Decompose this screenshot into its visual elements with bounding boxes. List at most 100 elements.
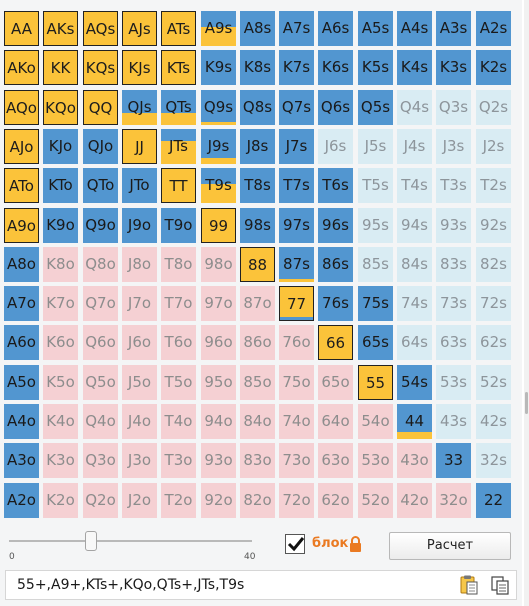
hand-cell-A4s[interactable]: A4s xyxy=(397,11,432,46)
hand-cell-A3o[interactable]: A3o xyxy=(4,443,39,478)
hand-cell-K2s[interactable]: K2s xyxy=(476,50,511,85)
hand-cell-Q5s[interactable]: Q5s xyxy=(358,90,393,125)
hand-cell-43o[interactable]: 43o xyxy=(397,443,432,478)
hand-cell-K6o[interactable]: K6o xyxy=(43,325,78,360)
hand-cell-ATs[interactable]: ATs xyxy=(161,11,196,46)
hand-cell-84s[interactable]: 84s xyxy=(397,247,432,282)
hand-cell-22[interactable]: 22 xyxy=(476,483,511,518)
hand-cell-A9s[interactable]: A9s xyxy=(201,11,236,46)
hand-cell-T3s[interactable]: T3s xyxy=(436,168,471,203)
hand-cell-88[interactable]: 88 xyxy=(240,247,275,282)
hand-cell-52s[interactable]: 52s xyxy=(476,365,511,400)
hand-cell-54s[interactable]: 54s xyxy=(397,365,432,400)
hand-cell-84o[interactable]: 84o xyxy=(240,404,275,439)
hand-cell-K4s[interactable]: K4s xyxy=(397,50,432,85)
hand-cell-Q9s[interactable]: Q9s xyxy=(201,90,236,125)
hand-cell-75s[interactable]: 75s xyxy=(358,286,393,321)
hand-cell-J9o[interactable]: J9o xyxy=(122,208,157,243)
hand-cell-55[interactable]: 55 xyxy=(358,365,393,400)
hand-cell-93o[interactable]: 93o xyxy=(201,443,236,478)
hand-cell-QTs[interactable]: QTs xyxy=(161,90,196,125)
hand-cell-J3s[interactable]: J3s xyxy=(436,129,471,164)
range-text[interactable]: 55+,A9+,KTs+,KQo,QTs+,JTs,T9s xyxy=(17,577,245,593)
hand-cell-92s[interactable]: 92s xyxy=(476,208,511,243)
hand-cell-KJs[interactable]: KJs xyxy=(122,50,157,85)
hand-cell-97o[interactable]: 97o xyxy=(201,286,236,321)
hand-cell-85s[interactable]: 85s xyxy=(358,247,393,282)
hand-cell-A5s[interactable]: A5s xyxy=(358,11,393,46)
hand-cell-Q2o[interactable]: Q2o xyxy=(83,483,118,518)
hand-cell-AQs[interactable]: AQs xyxy=(83,11,118,46)
hand-cell-86s[interactable]: 86s xyxy=(318,247,353,282)
hand-cell-KQs[interactable]: KQs xyxy=(83,50,118,85)
hand-cell-T3o[interactable]: T3o xyxy=(161,443,196,478)
hand-cell-94o[interactable]: 94o xyxy=(201,404,236,439)
hand-cell-T2o[interactable]: T2o xyxy=(161,483,196,518)
hand-cell-A7o[interactable]: A7o xyxy=(4,286,39,321)
hand-cell-K3s[interactable]: K3s xyxy=(436,50,471,85)
hand-cell-73s[interactable]: 73s xyxy=(436,286,471,321)
hand-cell-64o[interactable]: 64o xyxy=(318,404,353,439)
hand-cell-AKs[interactable]: AKs xyxy=(43,11,78,46)
hand-cell-83o[interactable]: 83o xyxy=(240,443,275,478)
hand-cell-96s[interactable]: 96s xyxy=(318,208,353,243)
hand-cell-74o[interactable]: 74o xyxy=(279,404,314,439)
hand-cell-J2s[interactable]: J2s xyxy=(476,129,511,164)
hand-cell-J7s[interactable]: J7s xyxy=(279,129,314,164)
hand-cell-A5o[interactable]: A5o xyxy=(4,365,39,400)
hand-cell-63s[interactable]: 63s xyxy=(436,325,471,360)
hand-cell-76s[interactable]: 76s xyxy=(318,286,353,321)
hand-cell-A9o[interactable]: A9o xyxy=(4,208,39,243)
range-input[interactable]: 55+,A9+,KTs+,KQo,QTs+,JTs,T9s xyxy=(5,570,517,600)
hand-cell-QQ[interactable]: QQ xyxy=(83,90,118,125)
hand-cell-Q6o[interactable]: Q6o xyxy=(83,325,118,360)
hand-cell-62o[interactable]: 62o xyxy=(318,483,353,518)
hand-cell-JTo[interactable]: JTo xyxy=(122,168,157,203)
hand-cell-JTs[interactable]: JTs xyxy=(161,129,196,164)
hand-cell-KTo[interactable]: KTo xyxy=(43,168,78,203)
hand-cell-Q7s[interactable]: Q7s xyxy=(279,90,314,125)
hand-cell-T4s[interactable]: T4s xyxy=(397,168,432,203)
hand-cell-98o[interactable]: 98o xyxy=(201,247,236,282)
paste-icon[interactable] xyxy=(458,574,480,596)
hand-cell-77[interactable]: 77 xyxy=(279,286,314,321)
hand-cell-T9o[interactable]: T9o xyxy=(161,208,196,243)
hand-cell-A7s[interactable]: A7s xyxy=(279,11,314,46)
hand-cell-J5o[interactable]: J5o xyxy=(122,365,157,400)
hand-cell-J4s[interactable]: J4s xyxy=(397,129,432,164)
hand-cell-76o[interactable]: 76o xyxy=(279,325,314,360)
hand-cell-92o[interactable]: 92o xyxy=(201,483,236,518)
hand-cell-J8s[interactable]: J8s xyxy=(240,129,275,164)
hand-cell-A8o[interactable]: A8o xyxy=(4,247,39,282)
hand-cell-K8o[interactable]: K8o xyxy=(43,247,78,282)
calculate-button[interactable]: Расчет xyxy=(389,532,511,560)
hand-cell-87s[interactable]: 87s xyxy=(279,247,314,282)
hand-cell-T9s[interactable]: T9s xyxy=(201,168,236,203)
hand-cell-66[interactable]: 66 xyxy=(318,325,353,360)
hand-cell-JJ[interactable]: JJ xyxy=(122,129,157,164)
hand-cell-72o[interactable]: 72o xyxy=(279,483,314,518)
hand-cell-A6o[interactable]: A6o xyxy=(4,325,39,360)
hand-cell-T7s[interactable]: T7s xyxy=(279,168,314,203)
hand-cell-T8o[interactable]: T8o xyxy=(161,247,196,282)
hand-cell-ATo[interactable]: ATo xyxy=(4,168,39,203)
hand-cell-95o[interactable]: 95o xyxy=(201,365,236,400)
hand-cell-53o[interactable]: 53o xyxy=(358,443,393,478)
hand-cell-86o[interactable]: 86o xyxy=(240,325,275,360)
hand-cell-J2o[interactable]: J2o xyxy=(122,483,157,518)
hand-cell-65o[interactable]: 65o xyxy=(318,365,353,400)
hand-cell-Q2s[interactable]: Q2s xyxy=(476,90,511,125)
hand-cell-J3o[interactable]: J3o xyxy=(122,443,157,478)
hand-cell-T6s[interactable]: T6s xyxy=(318,168,353,203)
hand-cell-Q8o[interactable]: Q8o xyxy=(83,247,118,282)
hand-cell-KQo[interactable]: KQo xyxy=(43,90,78,125)
hand-cell-T2s[interactable]: T2s xyxy=(476,168,511,203)
hand-cell-62s[interactable]: 62s xyxy=(476,325,511,360)
hand-cell-Q8s[interactable]: Q8s xyxy=(240,90,275,125)
hand-cell-A8s[interactable]: A8s xyxy=(240,11,275,46)
hand-cell-J5s[interactable]: J5s xyxy=(358,129,393,164)
hand-cell-J8o[interactable]: J8o xyxy=(122,247,157,282)
hand-cell-K5s[interactable]: K5s xyxy=(358,50,393,85)
hand-cell-Q4o[interactable]: Q4o xyxy=(83,404,118,439)
hand-cell-Q6s[interactable]: Q6s xyxy=(318,90,353,125)
